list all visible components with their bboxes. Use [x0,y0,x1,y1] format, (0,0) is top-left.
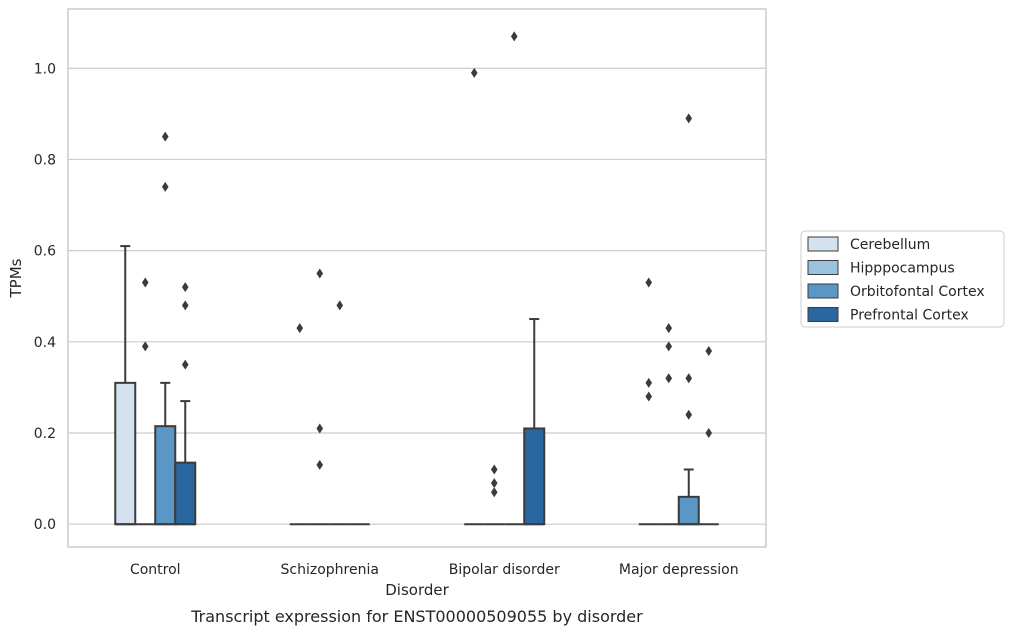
box-orbitofontal-cortex [677,468,700,526]
outlier-point [161,181,169,192]
box-body [174,461,197,526]
y-tick-label: 0.2 [34,426,56,442]
outlier-point [336,300,344,311]
outlier-point [490,478,498,489]
outlier-point [665,323,673,334]
outlier-point [316,423,324,434]
outlier-point [705,345,713,356]
outlier-point [490,487,498,498]
outlier-point [645,277,653,288]
y-tick-label: 0.6 [34,244,56,260]
outlier-point [161,131,169,142]
legend-frame [800,230,1005,328]
y-tick-label: 0.0 [34,517,56,533]
outlier-point [490,464,498,475]
outlier-point [645,391,653,402]
outlier-point [316,268,324,279]
box-cerebellum [114,245,137,526]
x-tick-label: Control [130,562,181,578]
outlier-point [181,359,189,370]
x-tick-label: Bipolar disorder [449,562,560,578]
legend-swatch [807,283,839,299]
box-prefrontal-cortex [523,318,546,526]
legend-label: Cerebellum [850,237,930,253]
x-axis-title: Disorder [385,581,449,599]
legend-swatch [807,236,839,252]
x-tick-label: Schizophrenia [281,562,379,578]
y-tick-label: 1.0 [34,61,56,77]
outlier-point [665,373,673,384]
outlier-point [685,409,693,420]
outlier-point [470,67,478,78]
outlier-point [141,341,149,352]
legend: Cerebellum Hipppocampus Orbitofontal Corte… [800,230,1005,328]
box-body [523,427,546,526]
outlier-point [645,377,653,388]
outlier-point [685,113,693,124]
y-tick-labels: 0.0 0.2 0.4 0.6 0.8 1.0 [34,61,56,533]
outlier-point [705,428,713,439]
box-body [114,381,137,526]
outlier-point [685,373,693,384]
chart-caption: Transcript expression for ENST0000050905… [190,607,643,626]
box-body [677,495,700,526]
x-tick-label: Major depression [619,562,739,578]
legend-swatch [807,260,839,275]
box-series [114,245,719,526]
outlier-point [510,31,518,42]
legend-label: Hipppocampus [850,261,955,277]
y-axis-title: TPMs [7,258,25,298]
outlier-points [141,31,713,498]
outlier-point [296,323,304,334]
box-prefrontal-cortex [174,400,197,526]
plot-frame [67,8,767,548]
outlier-point [316,459,324,470]
box-body [154,425,177,526]
legend-label: Prefrontal Cortex [850,308,969,324]
outlier-point [665,341,673,352]
box-orbitofontal-cortex [154,381,177,526]
legend-swatch [807,307,839,322]
outlier-point [141,277,149,288]
x-tick-labels: Control Schizophrenia Bipolar disorder Majo… [130,562,739,578]
y-tick-label: 0.8 [34,152,56,168]
outlier-point [181,282,189,293]
legend-label: Orbitofontal Cortex [850,284,985,300]
outlier-point [181,300,189,311]
y-tick-label: 0.4 [34,335,56,351]
